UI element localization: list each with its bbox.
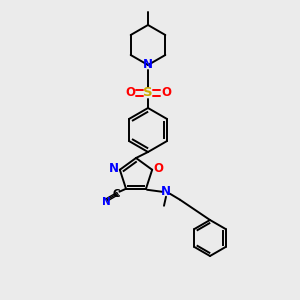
Text: N: N: [102, 197, 110, 207]
Text: S: S: [143, 86, 153, 100]
Text: N: N: [161, 185, 171, 198]
Text: C: C: [112, 189, 120, 199]
Text: O: O: [125, 86, 135, 100]
Text: N: N: [109, 162, 119, 175]
Text: N: N: [143, 58, 153, 70]
Text: O: O: [153, 162, 163, 175]
Text: O: O: [161, 86, 171, 100]
